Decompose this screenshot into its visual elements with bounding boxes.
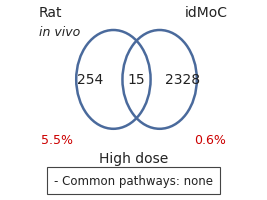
FancyBboxPatch shape	[47, 167, 220, 194]
Text: 2328: 2328	[165, 73, 200, 87]
Text: 5.5%: 5.5%	[41, 133, 73, 146]
Text: 0.6%: 0.6%	[194, 133, 226, 146]
Text: Rat: Rat	[39, 6, 62, 20]
Text: 254: 254	[77, 73, 103, 87]
Text: 15: 15	[128, 73, 145, 87]
Text: idMoC: idMoC	[185, 6, 228, 20]
Text: in vivo: in vivo	[39, 26, 80, 39]
Text: High dose: High dose	[99, 151, 168, 165]
Text: - Common pathways: none: - Common pathways: none	[54, 174, 213, 187]
